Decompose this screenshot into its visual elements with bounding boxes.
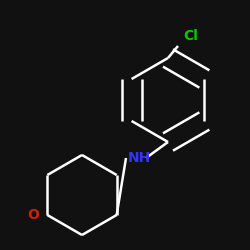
- Text: NH: NH: [128, 151, 151, 165]
- Text: O: O: [28, 208, 39, 222]
- Text: Cl: Cl: [183, 29, 198, 43]
